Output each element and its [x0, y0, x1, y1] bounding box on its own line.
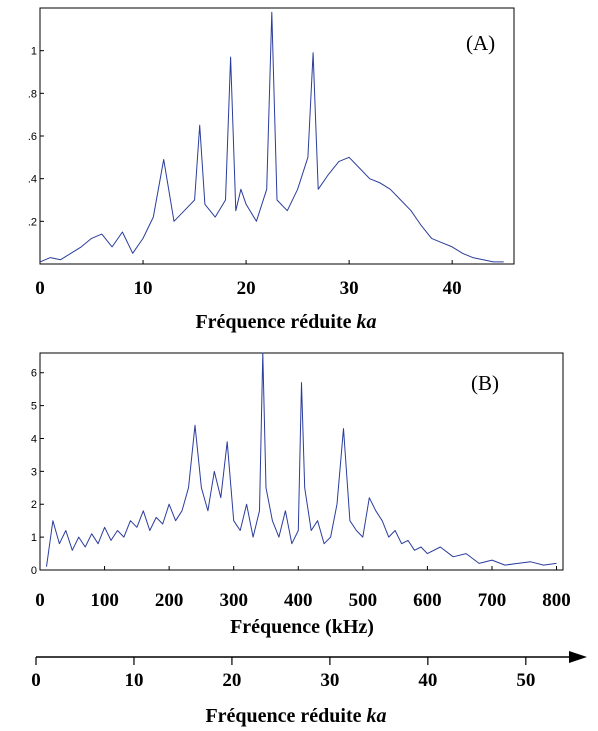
ka-axis-arrow [569, 651, 587, 663]
panel-a-x-tick-label: 40 [443, 278, 462, 299]
panel-b-y-tick-label: 3 [31, 466, 37, 478]
panel-a-label: (A) [466, 31, 495, 55]
ka-axis-tick-label: 50 [516, 670, 535, 691]
ka-axis-line [36, 651, 587, 663]
panel-b-y-tick-label: 4 [31, 433, 37, 445]
panel-b-x-tick-label: 600 [413, 590, 442, 611]
panel-b-x-tick-label: 0 [35, 590, 45, 611]
panel-a-x-tick-label: 20 [237, 278, 256, 299]
panel-b-axes [39, 352, 564, 571]
panel-a-frame [39, 7, 515, 265]
panel-a-y-tick-label: 1 [31, 46, 37, 58]
panel-a-y-tick-label: .6 [28, 131, 37, 143]
panel-a-x-axis-label-var: ka [357, 311, 377, 333]
panel-b-y-tick-label: 1 [31, 532, 37, 544]
panel-b-x-tick-label: 400 [284, 590, 313, 611]
panel-a-axes [39, 7, 515, 265]
panel-b-y-tick-label: 5 [31, 401, 37, 413]
panel-b-label: (B) [471, 371, 499, 395]
ka-axis-tick-label: 10 [124, 670, 143, 691]
panel-a-series [39, 11, 504, 263]
panel-b-x-tick-label: 200 [155, 590, 184, 611]
ka-axis-label-var: ka [367, 705, 387, 727]
ka-axis: 0 10 20 30 40 50 Fréquence réduite ka [31, 651, 587, 727]
panel-a-series-line [39, 11, 504, 263]
ka-axis-ticks: 0 10 20 30 40 50 [31, 657, 535, 691]
ka-axis-label: Fréquence réduite ka [205, 705, 386, 727]
panel-a-x-tick-label: 0 [35, 278, 45, 299]
panel-b-series-line [46, 352, 557, 567]
panel-b-y-tick-label: 2 [31, 499, 37, 511]
panel-a-x-axis-label-text: Fréquence réduite [195, 311, 351, 333]
ka-axis-tick-label: 40 [418, 670, 437, 691]
panel-a-x-tick-label: 10 [134, 278, 153, 299]
panel-b-x-axis-label: Fréquence (kHz) [230, 616, 374, 638]
ka-axis-label-text: Fréquence réduite [205, 705, 361, 727]
panel-b-spectrum: 0 1 2 3 4 5 6 0 100 200 300 400 500 600 700 800 (B) Fr… [31, 352, 571, 638]
panel-a-y-tick-label: .8 [28, 88, 37, 100]
panel-a-spectrum: .2 .4 .6 .8 1 0 10 20 30 40 (A) Fréquence réduit… [28, 7, 515, 333]
panel-a-y-ticks: .2 .4 .6 .8 1 [28, 46, 44, 228]
panel-a-x-axis-label: Fréquence réduite ka [195, 311, 376, 333]
panel-b-x-tick-label: 300 [219, 590, 248, 611]
panel-b-y-ticks: 0 1 2 3 4 5 6 [31, 368, 44, 577]
panel-a-y-tick-label: .2 [28, 216, 37, 228]
panel-b-series [46, 352, 557, 567]
panel-b-x-tick-label: 700 [478, 590, 507, 611]
panel-b-x-tick-label: 100 [90, 590, 119, 611]
ka-axis-tick-label: 30 [320, 670, 339, 691]
panel-b-frame [39, 352, 564, 571]
panel-a-x-tick-label: 30 [340, 278, 359, 299]
panel-a-y-tick-label: .4 [28, 174, 37, 186]
panel-b-y-tick-label: 6 [31, 368, 37, 380]
panel-b-x-tick-label: 800 [542, 590, 571, 611]
panel-b-x-tick-label: 500 [349, 590, 378, 611]
ka-axis-tick-label: 20 [222, 670, 241, 691]
panel-b-y-tick-label: 0 [31, 565, 37, 577]
panel-b-x-ticks: 0 100 200 300 400 500 600 700 800 [35, 566, 571, 611]
panel-a-x-ticks: 0 10 20 30 40 [35, 260, 462, 299]
ka-axis-tick-label: 0 [31, 670, 41, 691]
